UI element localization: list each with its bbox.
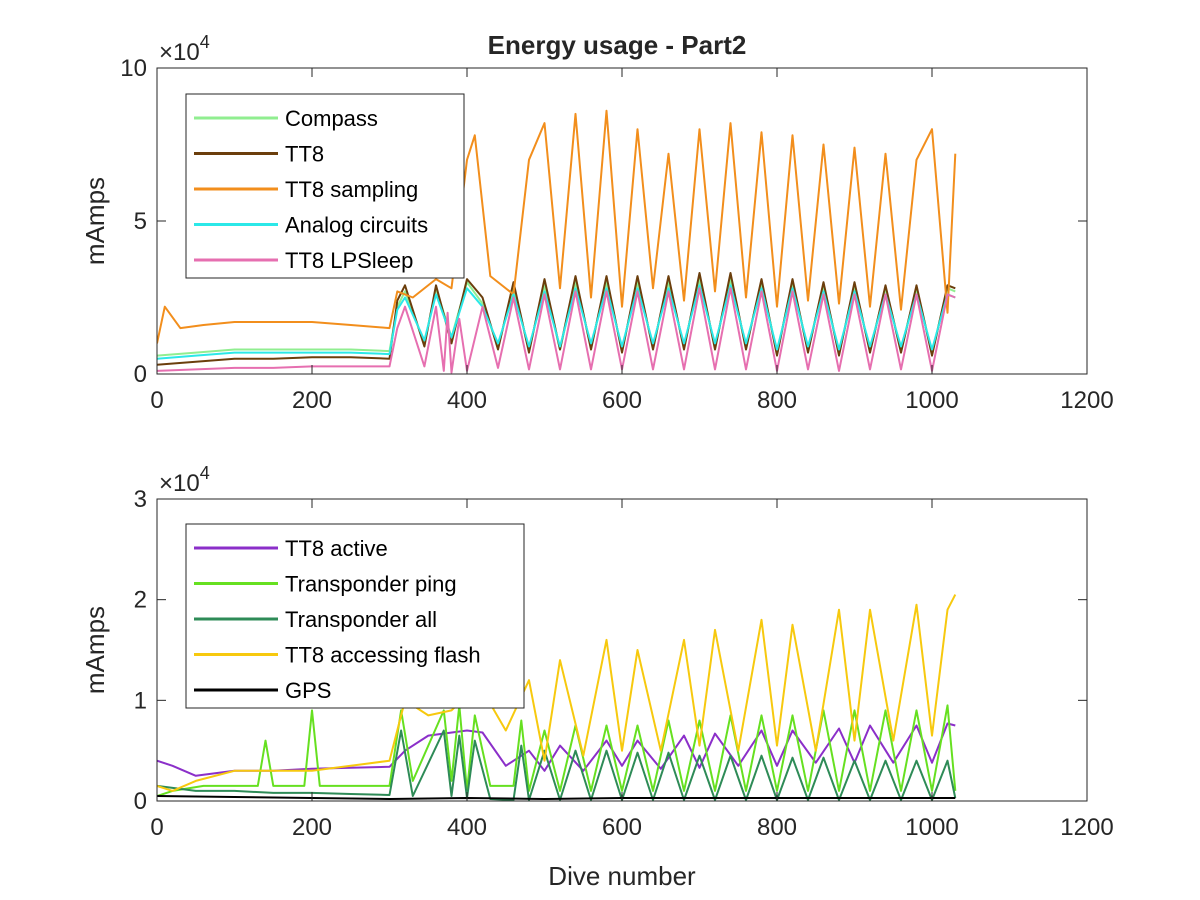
y-tick-label: 10	[120, 55, 147, 82]
series-line-gps	[157, 795, 956, 800]
series-line-transponder-all	[157, 729, 957, 801]
series-line-tt8-lpsleep	[157, 287, 956, 374]
series-group	[157, 109, 957, 374]
legend-label-compass: Compass	[285, 106, 378, 131]
x-tick-label: 400	[447, 814, 487, 841]
x-tick-label: 0	[150, 387, 163, 414]
chart-title: Energy usage - Part2	[488, 30, 747, 60]
y-tick-label: 0	[134, 788, 147, 815]
legend-label-tt8-accessing-flash: TT8 accessing flash	[285, 643, 481, 668]
series-group	[157, 594, 957, 801]
x-tick-label: 200	[292, 387, 332, 414]
legend-label-tt8: TT8	[285, 142, 324, 167]
top-chart: 0 200 400 600 800 1000 12000510×104mAmpsEnergy…	[80, 30, 1114, 414]
y-axis-label: mAmps	[80, 177, 110, 265]
series-line-analog-circuits	[157, 284, 956, 360]
legend: Compass TT8 TT8 sampling Analog circuits TT8…	[185, 93, 465, 279]
y-tick-label: 0	[134, 361, 147, 388]
y-tick-label: 1	[134, 687, 147, 714]
legend-label-tt8-active: TT8 active	[285, 536, 388, 561]
legend-label-tt8-lpsleep: TT8 LPSleep	[285, 248, 413, 273]
series-line-tt8-accessing-flash	[157, 594, 957, 792]
x-tick-label: 600	[602, 387, 642, 414]
x-tick-label: 0	[150, 814, 163, 841]
y-tick-label: 3	[134, 486, 147, 513]
x-tick-label: 200	[292, 814, 332, 841]
legend-box	[185, 523, 525, 709]
series-line-tt8	[157, 272, 956, 366]
legend: TT8 active Transponder ping Transponder al…	[185, 523, 525, 709]
x-tick-label: 1200	[1060, 387, 1113, 414]
x-tick-label: 400	[447, 387, 487, 414]
x-tick-label: 600	[602, 814, 642, 841]
y-exponent-power: 4	[200, 463, 210, 483]
x-tick-label: 800	[757, 387, 797, 414]
x-tick-label: 1000	[905, 814, 958, 841]
legend-label-transponder-ping: Transponder ping	[285, 572, 457, 597]
legend-box	[185, 93, 465, 279]
legend-label-analog-circuits: Analog circuits	[285, 213, 428, 238]
y-tick-label: 2	[134, 587, 147, 614]
x-tick-label: 800	[757, 814, 797, 841]
legend-label-gps: GPS	[285, 678, 331, 703]
x-axis-label: Dive number	[548, 861, 696, 891]
y-tick-label: 5	[134, 208, 147, 235]
y-axis-label: mAmps	[80, 606, 110, 694]
legend-label-transponder-all: Transponder all	[285, 607, 437, 632]
series-line-tt8-sampling	[157, 109, 957, 344]
x-tick-label: 1200	[1060, 814, 1113, 841]
legend-label-tt8-sampling: TT8 sampling	[285, 177, 418, 202]
y-exponent-power: 4	[200, 32, 210, 52]
x-tick-label: 1000	[905, 387, 958, 414]
